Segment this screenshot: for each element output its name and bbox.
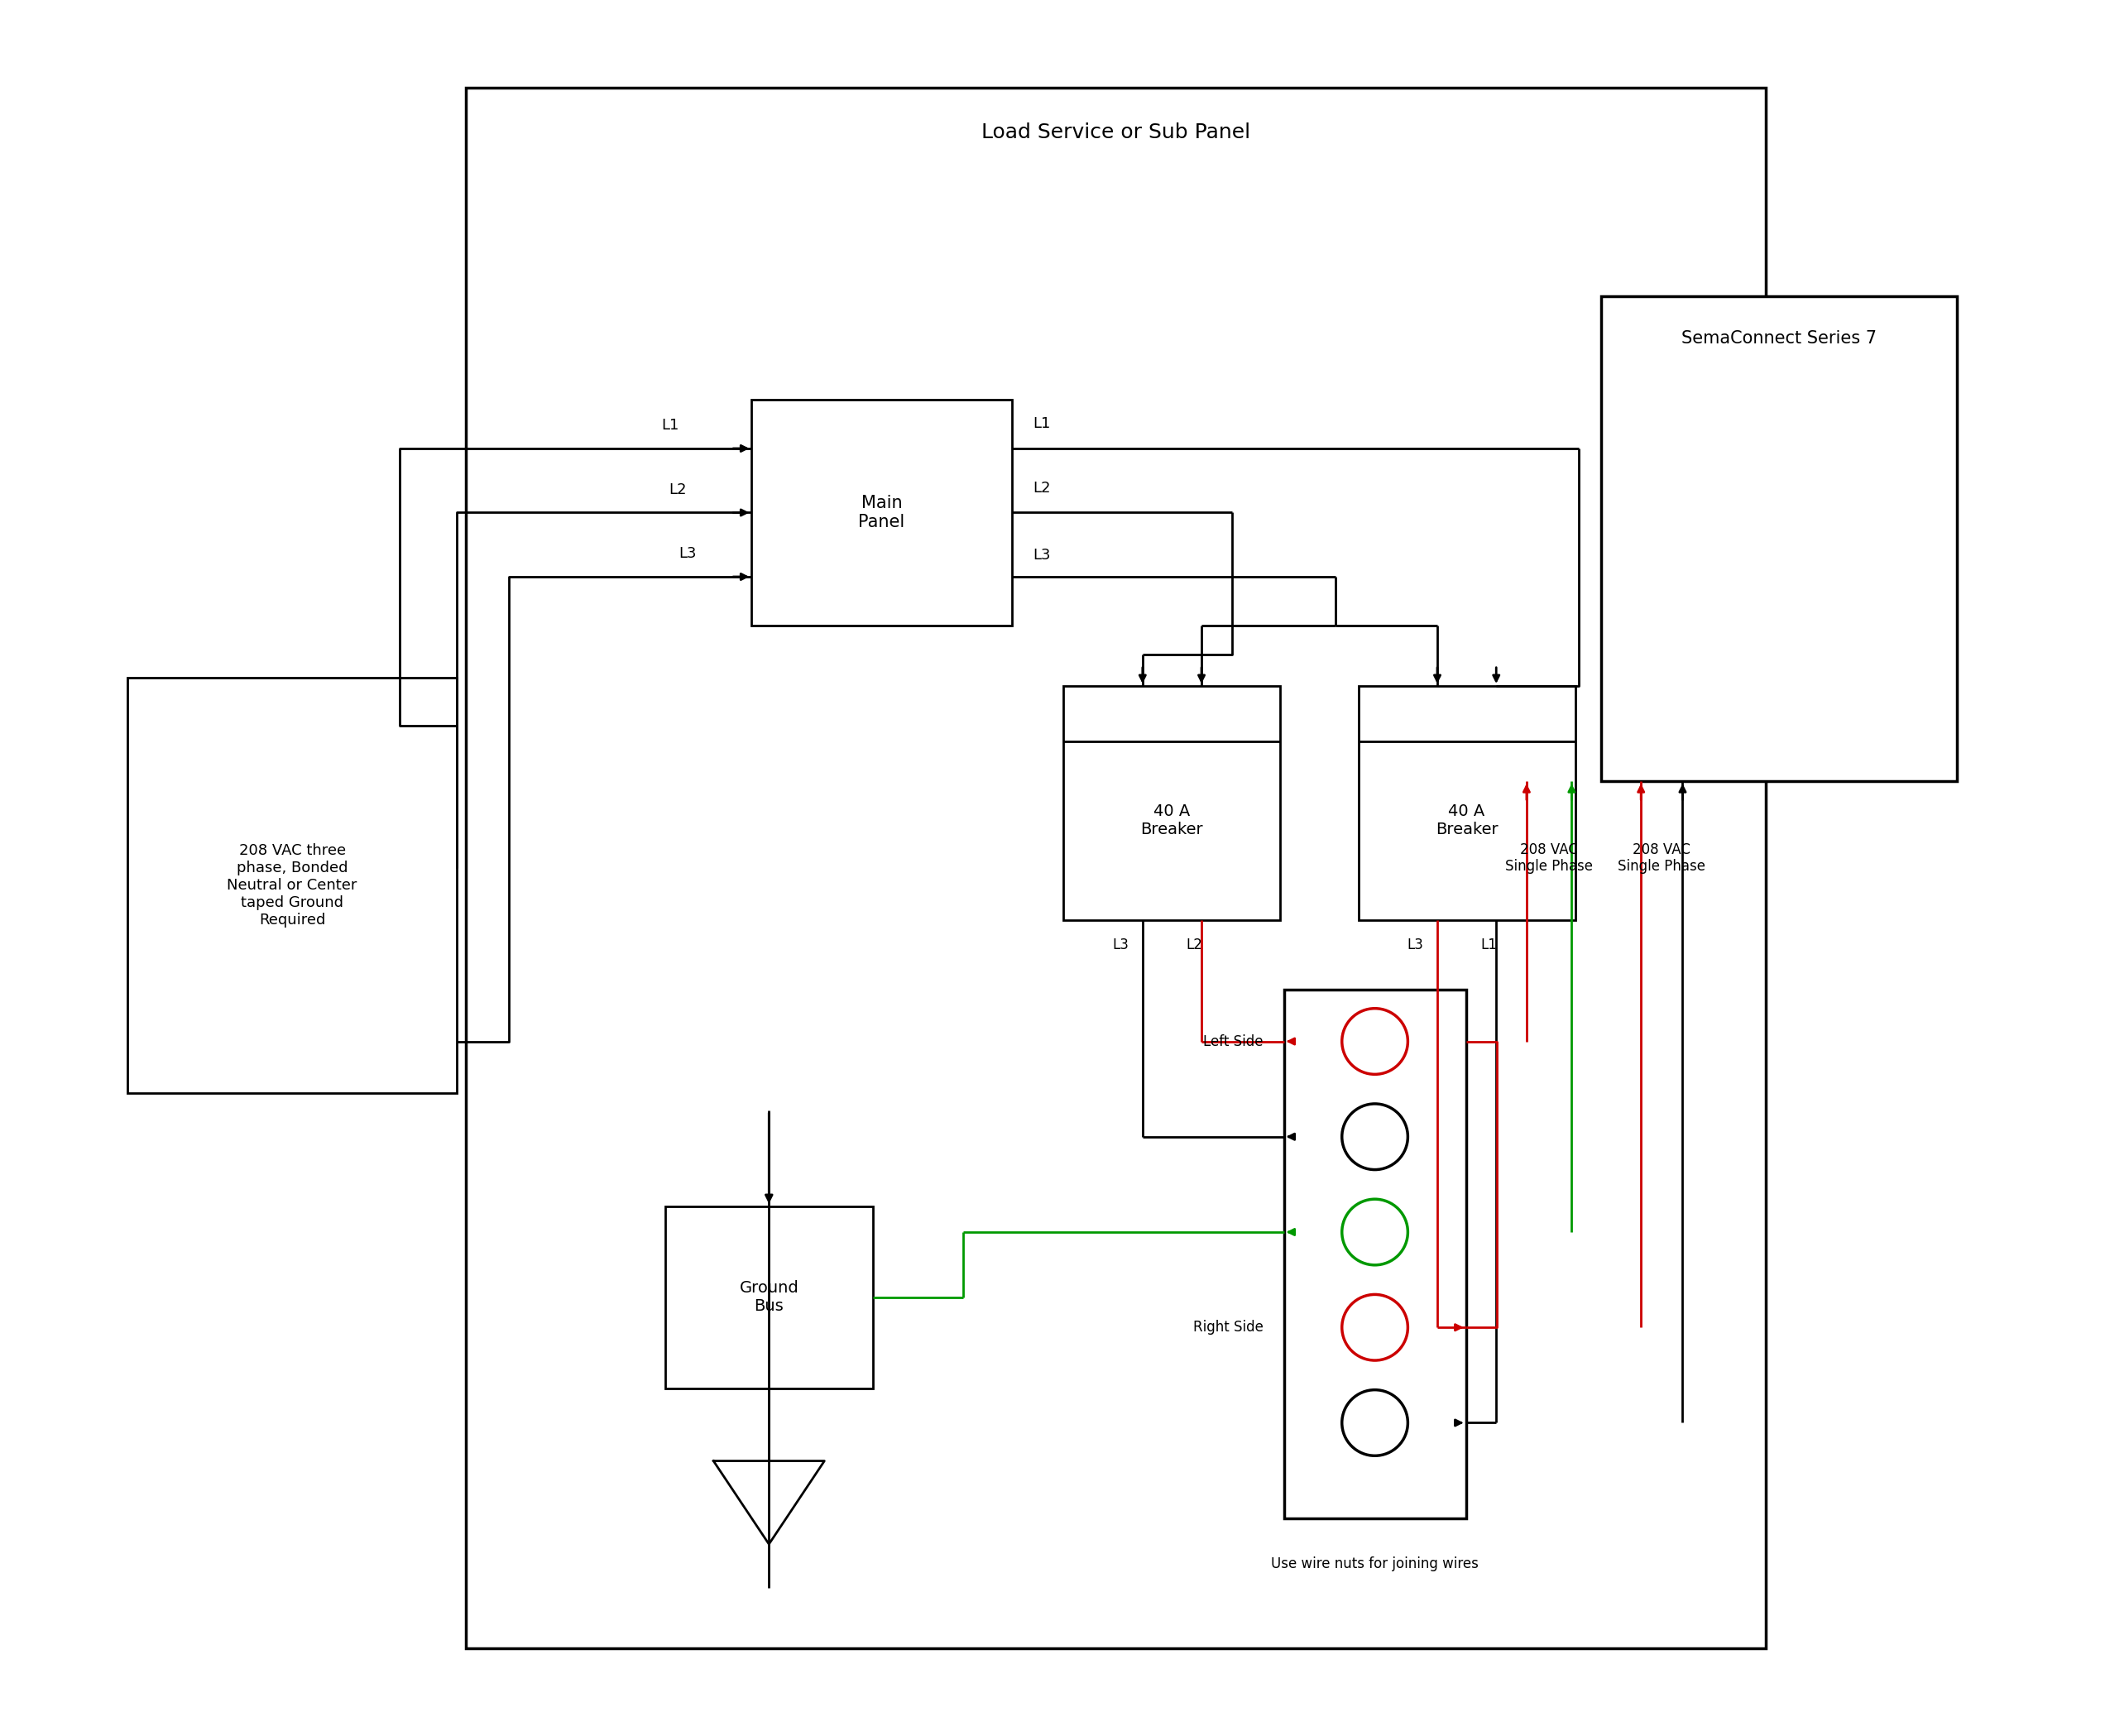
Text: Left Side: Left Side [1203,1035,1264,1049]
Bar [1283,990,1466,1519]
Bar [1601,295,1956,781]
Text: Main
Panel: Main Panel [859,495,905,531]
Bar [751,399,1011,625]
Text: 40 A
Breaker: 40 A Breaker [1435,804,1498,837]
Circle shape [1342,1104,1407,1170]
Text: 208 VAC
Single Phase: 208 VAC Single Phase [1618,842,1705,875]
Circle shape [1342,1200,1407,1266]
Text: Load Service or Sub Panel: Load Service or Sub Panel [981,123,1251,142]
Text: L2: L2 [669,483,686,496]
Text: L3: L3 [1112,937,1129,953]
Text: L2: L2 [1186,937,1203,953]
Text: L1: L1 [1032,417,1051,431]
Text: L1: L1 [660,418,679,432]
Bar [665,1207,874,1389]
Text: L3: L3 [1407,937,1424,953]
Text: SemaConnect Series 7: SemaConnect Series 7 [1682,330,1876,347]
Text: 208 VAC three
phase, Bonded
Neutral or Center
taped Ground
Required: 208 VAC three phase, Bonded Neutral or C… [228,844,357,927]
Text: L2: L2 [1032,481,1051,495]
Text: 40 A
Breaker: 40 A Breaker [1142,804,1203,837]
Circle shape [1342,1391,1407,1457]
Text: 208 VAC
Single Phase: 208 VAC Single Phase [1504,842,1593,875]
Bar [1359,686,1574,920]
Text: Ground
Bus: Ground Bus [738,1279,798,1314]
Text: L1: L1 [1481,937,1498,953]
Circle shape [1342,1009,1407,1075]
Circle shape [1342,1295,1407,1361]
Text: L3: L3 [1032,549,1051,562]
Bar [466,89,1766,1647]
Bar [1063,686,1281,920]
Text: Use wire nuts for joining wires: Use wire nuts for joining wires [1270,1555,1479,1571]
Text: L3: L3 [679,547,696,561]
Bar [127,677,458,1094]
Text: Right Side: Right Side [1192,1319,1264,1335]
